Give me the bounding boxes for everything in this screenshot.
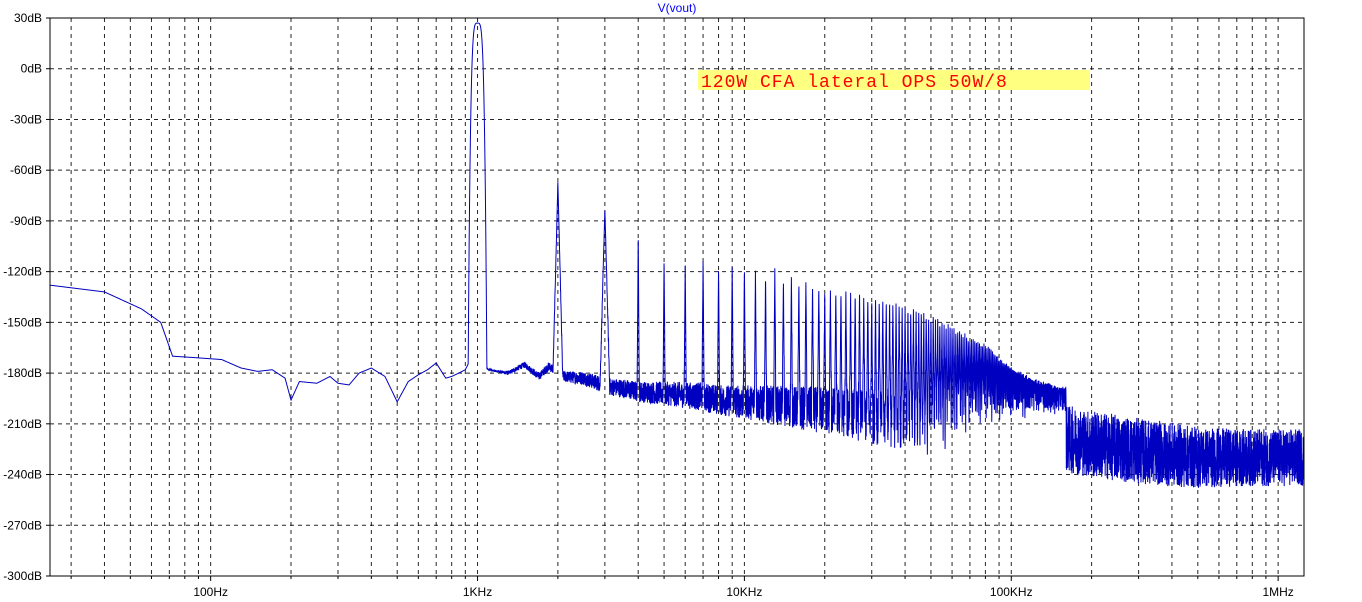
series-line-vout [49,22,1305,488]
y-tick-label: -30dB [10,112,42,126]
y-tick-label: -120dB [3,265,42,279]
y-tick-label: -150dB [3,315,42,329]
x-axis-ticks: 100Hz 1KHz 10KHz 100KHz 1MHz [70,576,1294,599]
x-tick-label: 1KHz [463,585,492,599]
y-tick-label: -60dB [10,163,42,177]
y-tick-label: -180dB [3,366,42,380]
y-tick-label: -90dB [10,214,42,228]
y-tick-label: -210dB [3,417,42,431]
x-tick-label: 1MHz [1262,585,1293,599]
annotation-background [698,70,1090,90]
annotation: 120W CFA lateral OPS 50W/8 [698,70,1090,93]
trace-group [49,22,1305,488]
x-tick-label: 100Hz [193,585,228,599]
grid [50,18,1304,576]
y-tick-label: 30dB [14,11,42,25]
annotation-text: 120W CFA lateral OPS 50W/8 [701,73,1008,93]
chart-title: V(vout) [658,1,697,15]
x-tick-label: 10KHz [726,585,762,599]
y-tick-label: -270dB [3,518,42,532]
plot-border [49,17,1305,577]
y-tick-label: -240dB [3,468,42,482]
y-tick-label: -300dB [3,569,42,583]
y-tick-label: 0dB [21,62,42,76]
x-tick-label: 100KHz [990,585,1033,599]
y-axis-ticks: 30dB 0dB -30dB -60dB -90dB -120dB -150dB -180dB… [3,11,50,583]
